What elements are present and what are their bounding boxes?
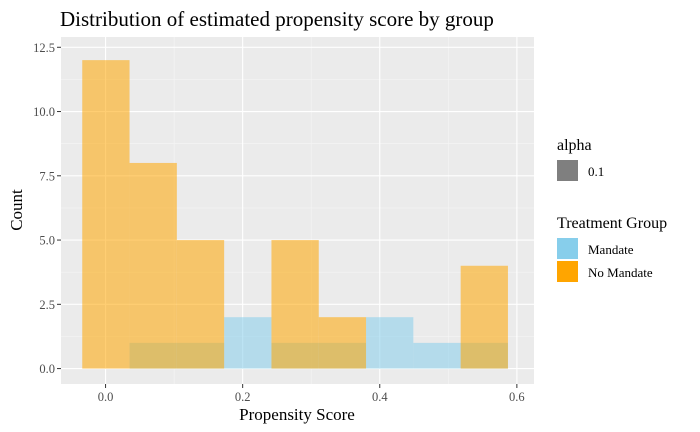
- y-axis-title: Count: [7, 189, 26, 231]
- legend-alpha-title: alpha: [557, 137, 592, 154]
- legend-mandate-label: Mandate: [588, 242, 634, 257]
- bar-mandate: [224, 317, 272, 369]
- x-tick-label: 0.4: [372, 390, 388, 404]
- y-tick-label: 5.0: [39, 234, 55, 248]
- bar-no-mandate: [318, 317, 367, 369]
- x-axis-ticks: 0.0 0.2 0.4 0.6: [98, 384, 525, 404]
- legend-no-mandate-key: [557, 261, 578, 282]
- legend-no-mandate-label: No Mandate: [588, 265, 653, 280]
- legend-alpha-key: [557, 160, 578, 181]
- y-tick-label: 12.5: [33, 41, 55, 55]
- x-axis-title: Propensity Score: [239, 405, 355, 424]
- legend-alpha-label: 0.1: [588, 164, 604, 179]
- x-tick-label: 0.0: [98, 390, 114, 404]
- bar-no-mandate: [82, 60, 130, 369]
- x-tick-label: 0.6: [509, 390, 525, 404]
- bar-mandate: [366, 317, 414, 369]
- bar-no-mandate: [129, 162, 177, 369]
- y-tick-label: 2.5: [39, 298, 55, 312]
- legend-mandate-key: [557, 238, 578, 259]
- bar-no-mandate: [460, 265, 508, 369]
- bars: [82, 60, 508, 369]
- chart-title: Distribution of estimated propensity sco…: [60, 7, 494, 31]
- legend-group-title: Treatment Group: [557, 215, 667, 232]
- bar-no-mandate: [176, 240, 225, 369]
- y-tick-label: 7.5: [39, 169, 55, 183]
- y-tick-label: 0.0: [39, 362, 55, 376]
- x-tick-label: 0.2: [235, 390, 251, 404]
- bar-mandate: [413, 342, 461, 369]
- legend: alpha 0.1 Treatment Group Mandate No Man…: [557, 137, 667, 282]
- bar-no-mandate: [271, 240, 319, 369]
- y-axis-ticks: 0.0 2.5 5.0 7.5 10.0 12.5: [33, 41, 61, 376]
- y-tick-label: 10.0: [33, 105, 55, 119]
